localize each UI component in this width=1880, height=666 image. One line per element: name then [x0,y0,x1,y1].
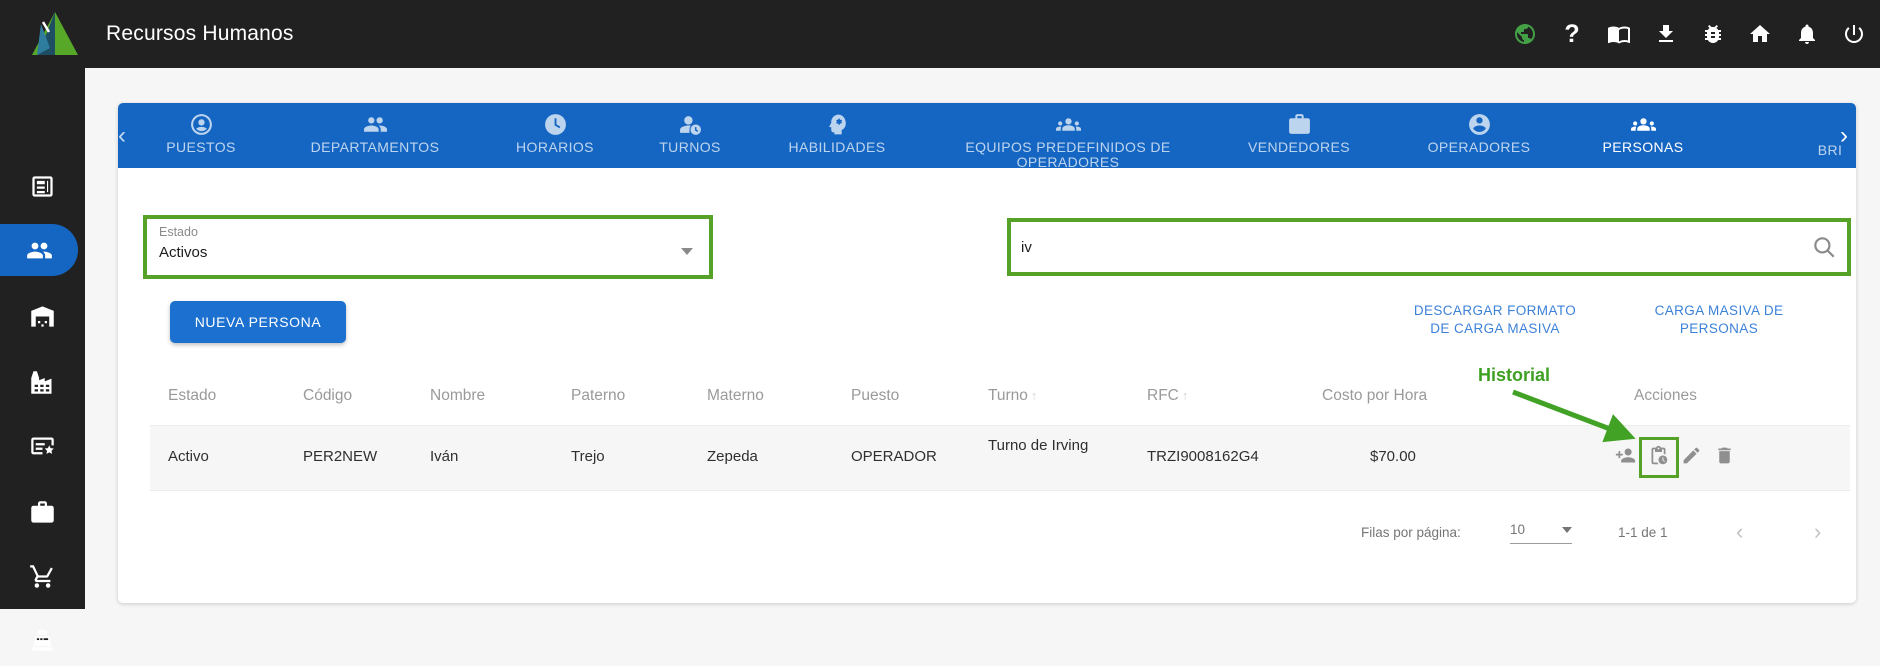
briefcase-icon [31,500,54,523]
cell-paterno: Trejo [571,448,605,465]
shopping-cart-icon [30,564,53,588]
tabs-scroll-right-button[interactable]: › [1840,121,1848,149]
help-icon[interactable]: ? [1564,20,1580,48]
tab-habilidades[interactable]: HABILIDADES [744,103,930,168]
cell-rfc: TRZI9008162G4 [1147,448,1259,465]
sidebar-item-factory[interactable] [0,356,85,408]
col-estado[interactable]: Estado [168,387,217,404]
topbar: Recursos Humanos ? [0,0,1880,68]
estado-selected-value: Activos [159,244,208,261]
person-add-icon [1615,448,1635,462]
cell-estado: Activo [168,448,209,465]
edit-pencil-icon [1683,447,1699,463]
tab-turnos[interactable]: TURNOS [636,103,744,168]
delete-button[interactable] [1713,444,1735,466]
assign-person-button[interactable] [1614,444,1636,466]
manual-book-icon[interactable] [1607,22,1631,46]
tabs-scroll-left-button[interactable]: ‹ [118,121,126,149]
col-costo[interactable]: Costo por Hora [1322,387,1428,404]
trash-icon [1717,447,1731,463]
search-icon [1811,234,1837,260]
cell-nombre: Iván [430,448,459,465]
rows-per-page-label: Filas por página: [1361,524,1461,540]
clock-icon [544,114,566,135]
power-logout-icon[interactable] [1842,22,1866,46]
sort-arrow-icon: ↑ [1030,388,1038,403]
bulk-load-link[interactable]: CARGA MASIVA DE PERSONAS [1654,303,1784,336]
col-rfc[interactable]: RFC ↑ [1147,387,1189,404]
person-filled-circle-icon [1468,114,1490,135]
tab-personas[interactable]: PERSONAS [1566,103,1720,168]
cell-costo: $70.00 [1370,448,1416,465]
person-clock-icon [679,116,701,135]
col-acciones: Acciones [1634,387,1697,404]
tab-bri-truncated[interactable]: BRI [1817,142,1843,158]
estado-select[interactable]: Estado Activos [143,215,713,279]
sidebar-item-certifications[interactable] [0,420,85,472]
col-codigo[interactable]: Código [303,387,353,404]
previous-page-button[interactable]: ‹ [1736,519,1744,544]
sidebar-item-register[interactable] [0,614,85,666]
tab-horarios[interactable]: HORARIOS [474,103,636,168]
person-circle-icon [190,114,212,135]
rows-per-page-select[interactable]: 10 [1510,520,1572,544]
tab-operadores[interactable]: OPERADORES [1392,103,1566,168]
sidebar [0,68,85,651]
col-materno[interactable]: Materno [707,387,764,404]
briefcase-icon [1288,114,1310,134]
sidebar-item-news[interactable] [0,160,85,212]
bug-report-icon[interactable] [1701,22,1725,46]
tab-vendedores[interactable]: VENDEDORES [1206,103,1392,168]
sort-arrow-icon: ↑ [1181,388,1189,403]
historial-annotation-label: Historial [1478,365,1551,385]
download-format-link[interactable]: DESCARGAR FORMATO DE CARGA MASIVA [1413,303,1577,336]
col-puesto[interactable]: Puesto [851,387,900,404]
sidebar-item-cart[interactable] [0,550,85,602]
groups-icon [1055,118,1081,131]
new-person-button[interactable]: NUEVA PERSONA [170,301,346,343]
col-turno[interactable]: Turno ↑ [988,387,1038,404]
factory-icon [31,370,52,394]
sidebar-item-briefcase[interactable] [0,486,85,538]
sidebar-item-warehouse[interactable] [0,290,85,342]
pagination-range: 1-1 de 1 [1618,524,1668,540]
cell-turno: Turno de Irving [988,437,1089,454]
col-paterno[interactable]: Paterno [571,387,626,404]
page-title: Recursos Humanos [106,22,294,45]
notifications-bell-icon[interactable] [1795,22,1819,46]
cash-register-icon [32,629,53,651]
home-icon[interactable] [1748,22,1772,46]
edit-button[interactable] [1680,444,1702,466]
chevron-down-icon [1562,526,1572,533]
people-icon [26,242,52,258]
tab-puestos[interactable]: PUESTOS [126,103,276,168]
row-actions [1614,444,1735,466]
certificate-icon [31,437,54,454]
news-icon [32,175,53,197]
chevron-down-icon [681,248,693,255]
next-page-button[interactable]: › [1814,519,1822,544]
app-logo-icon [32,12,78,55]
cell-codigo: PER2NEW [303,448,378,465]
people-icon [363,117,387,132]
history-clipboard-icon [1651,445,1667,464]
cell-materno: Zepeda [707,448,758,465]
cell-puesto: OPERADOR [851,448,937,465]
download-icon[interactable] [1654,22,1678,46]
warehouse-icon [31,305,54,327]
groups-icon [1630,118,1656,131]
content-card: ‹ PUESTOS DEPARTAMENTOS HORARIOS TURNOS … [118,103,1856,603]
search-input[interactable] [1011,238,1811,256]
tab-departamentos[interactable]: DEPARTAMENTOS [276,103,474,168]
history-button[interactable] [1647,444,1669,466]
globe-icon[interactable] [1513,22,1537,46]
brain-icon [828,114,846,135]
sidebar-item-people[interactable] [0,224,78,276]
module-tabbar: ‹ PUESTOS DEPARTAMENTOS HORARIOS TURNOS … [118,103,1856,168]
tab-equipos-predefinidos[interactable]: EQUIPOS PREDEFINIDOS DE OPERADORES [930,103,1206,168]
col-nombre[interactable]: Nombre [430,387,486,404]
search-field [1007,218,1851,276]
topbar-icons: ? [1513,0,1866,68]
